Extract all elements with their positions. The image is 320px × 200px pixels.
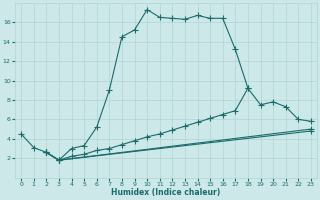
X-axis label: Humidex (Indice chaleur): Humidex (Indice chaleur) — [111, 188, 221, 197]
